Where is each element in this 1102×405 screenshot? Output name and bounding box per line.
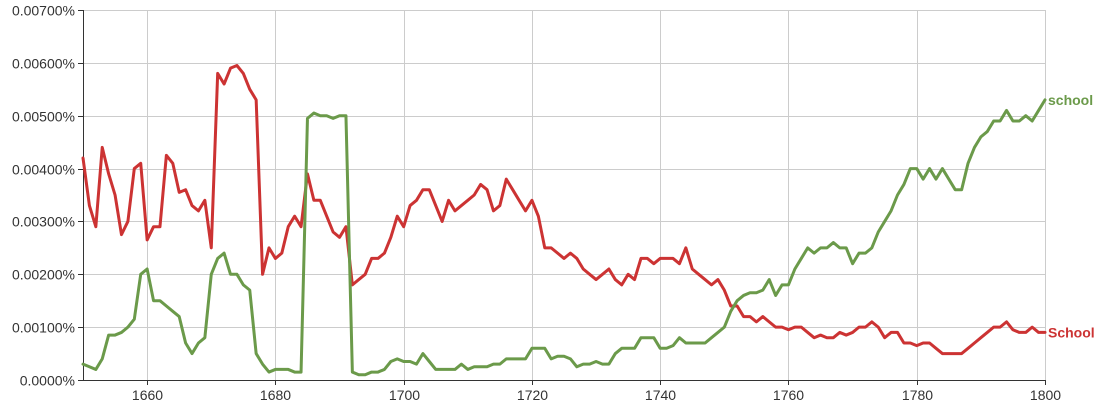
y-tick-label: 0.00100% (12, 320, 75, 336)
series-label-school[interactable]: school (1048, 92, 1093, 108)
y-tick-label: 0.00700% (12, 3, 75, 19)
y-tick-label: 0.00400% (12, 162, 75, 178)
y-tick-label: 0.00600% (12, 56, 75, 72)
x-tick-label: 1740 (645, 387, 676, 403)
axis-layer (78, 10, 1046, 385)
series-label-School[interactable]: School (1048, 324, 1095, 340)
x-tick-label: 1660 (132, 387, 163, 403)
y-tick-label: 0.00500% (12, 109, 75, 125)
x-tick-label: 1700 (389, 387, 420, 403)
grid-layer (83, 10, 1046, 380)
y-tick-label: 0.00200% (12, 267, 75, 283)
label-layer: 0.0000% 0.00100% 0.00200% 0.00300% 0.00400% 0… (12, 3, 1095, 404)
series-line-school[interactable] (81, 98, 1047, 377)
y-tick-label: 0.00300% (12, 214, 75, 230)
x-tick-label: 1800 (1030, 387, 1061, 403)
series-layer (81, 64, 1047, 377)
x-tick-label: 1780 (902, 387, 933, 403)
x-tick-label: 1760 (773, 387, 804, 403)
y-tick-label: 0.0000% (20, 373, 75, 389)
x-tick-label: 1680 (260, 387, 291, 403)
x-tick-label: 1720 (517, 387, 548, 403)
series-line-School[interactable] (81, 64, 1047, 356)
